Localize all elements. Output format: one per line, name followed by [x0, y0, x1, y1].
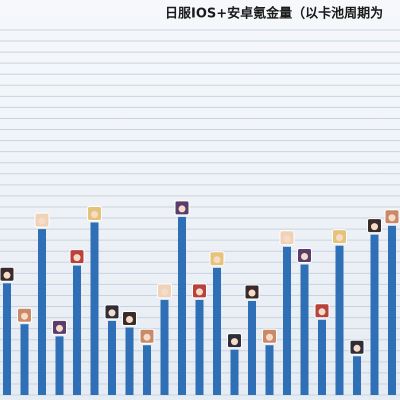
character-face [3, 271, 11, 279]
bar [300, 264, 309, 395]
bar [230, 349, 239, 395]
character-face [126, 316, 133, 324]
bar [388, 225, 396, 395]
bar [335, 245, 344, 395]
character-face [371, 223, 378, 231]
chart-title: 日服IOS+安卓氪金量（以卡池周期为 [165, 6, 383, 22]
bar [125, 327, 134, 395]
character-face [353, 344, 361, 352]
character-face [266, 333, 273, 341]
character-face [213, 256, 221, 264]
bar [213, 267, 221, 395]
character-face [91, 210, 98, 218]
character-face [248, 289, 256, 297]
character-face [301, 252, 308, 260]
bar [90, 222, 99, 395]
bar [108, 320, 116, 395]
bar [73, 265, 81, 395]
character-face [231, 338, 238, 346]
character-face [318, 308, 326, 316]
bar [248, 300, 256, 395]
character-face [161, 288, 168, 296]
character-face [21, 312, 28, 320]
bar [38, 229, 46, 395]
character-face [336, 234, 343, 242]
character-face [56, 324, 63, 332]
character-face [283, 235, 291, 243]
bar [283, 246, 291, 395]
bars [3, 216, 396, 395]
bar [195, 299, 204, 395]
character-face [178, 205, 186, 213]
character-face [196, 288, 203, 296]
bar [265, 345, 274, 395]
character-face [108, 309, 116, 317]
character-face [388, 214, 396, 222]
bar [55, 336, 64, 395]
bar [353, 356, 361, 395]
bar [318, 319, 326, 395]
character-face [38, 217, 46, 225]
character-face [73, 254, 81, 262]
bar [3, 283, 11, 395]
bar [143, 345, 151, 395]
bar [20, 324, 29, 395]
character-face [143, 333, 151, 341]
icons [0, 200, 400, 355]
bar [370, 234, 379, 395]
bar [160, 299, 169, 395]
bar [178, 216, 186, 395]
